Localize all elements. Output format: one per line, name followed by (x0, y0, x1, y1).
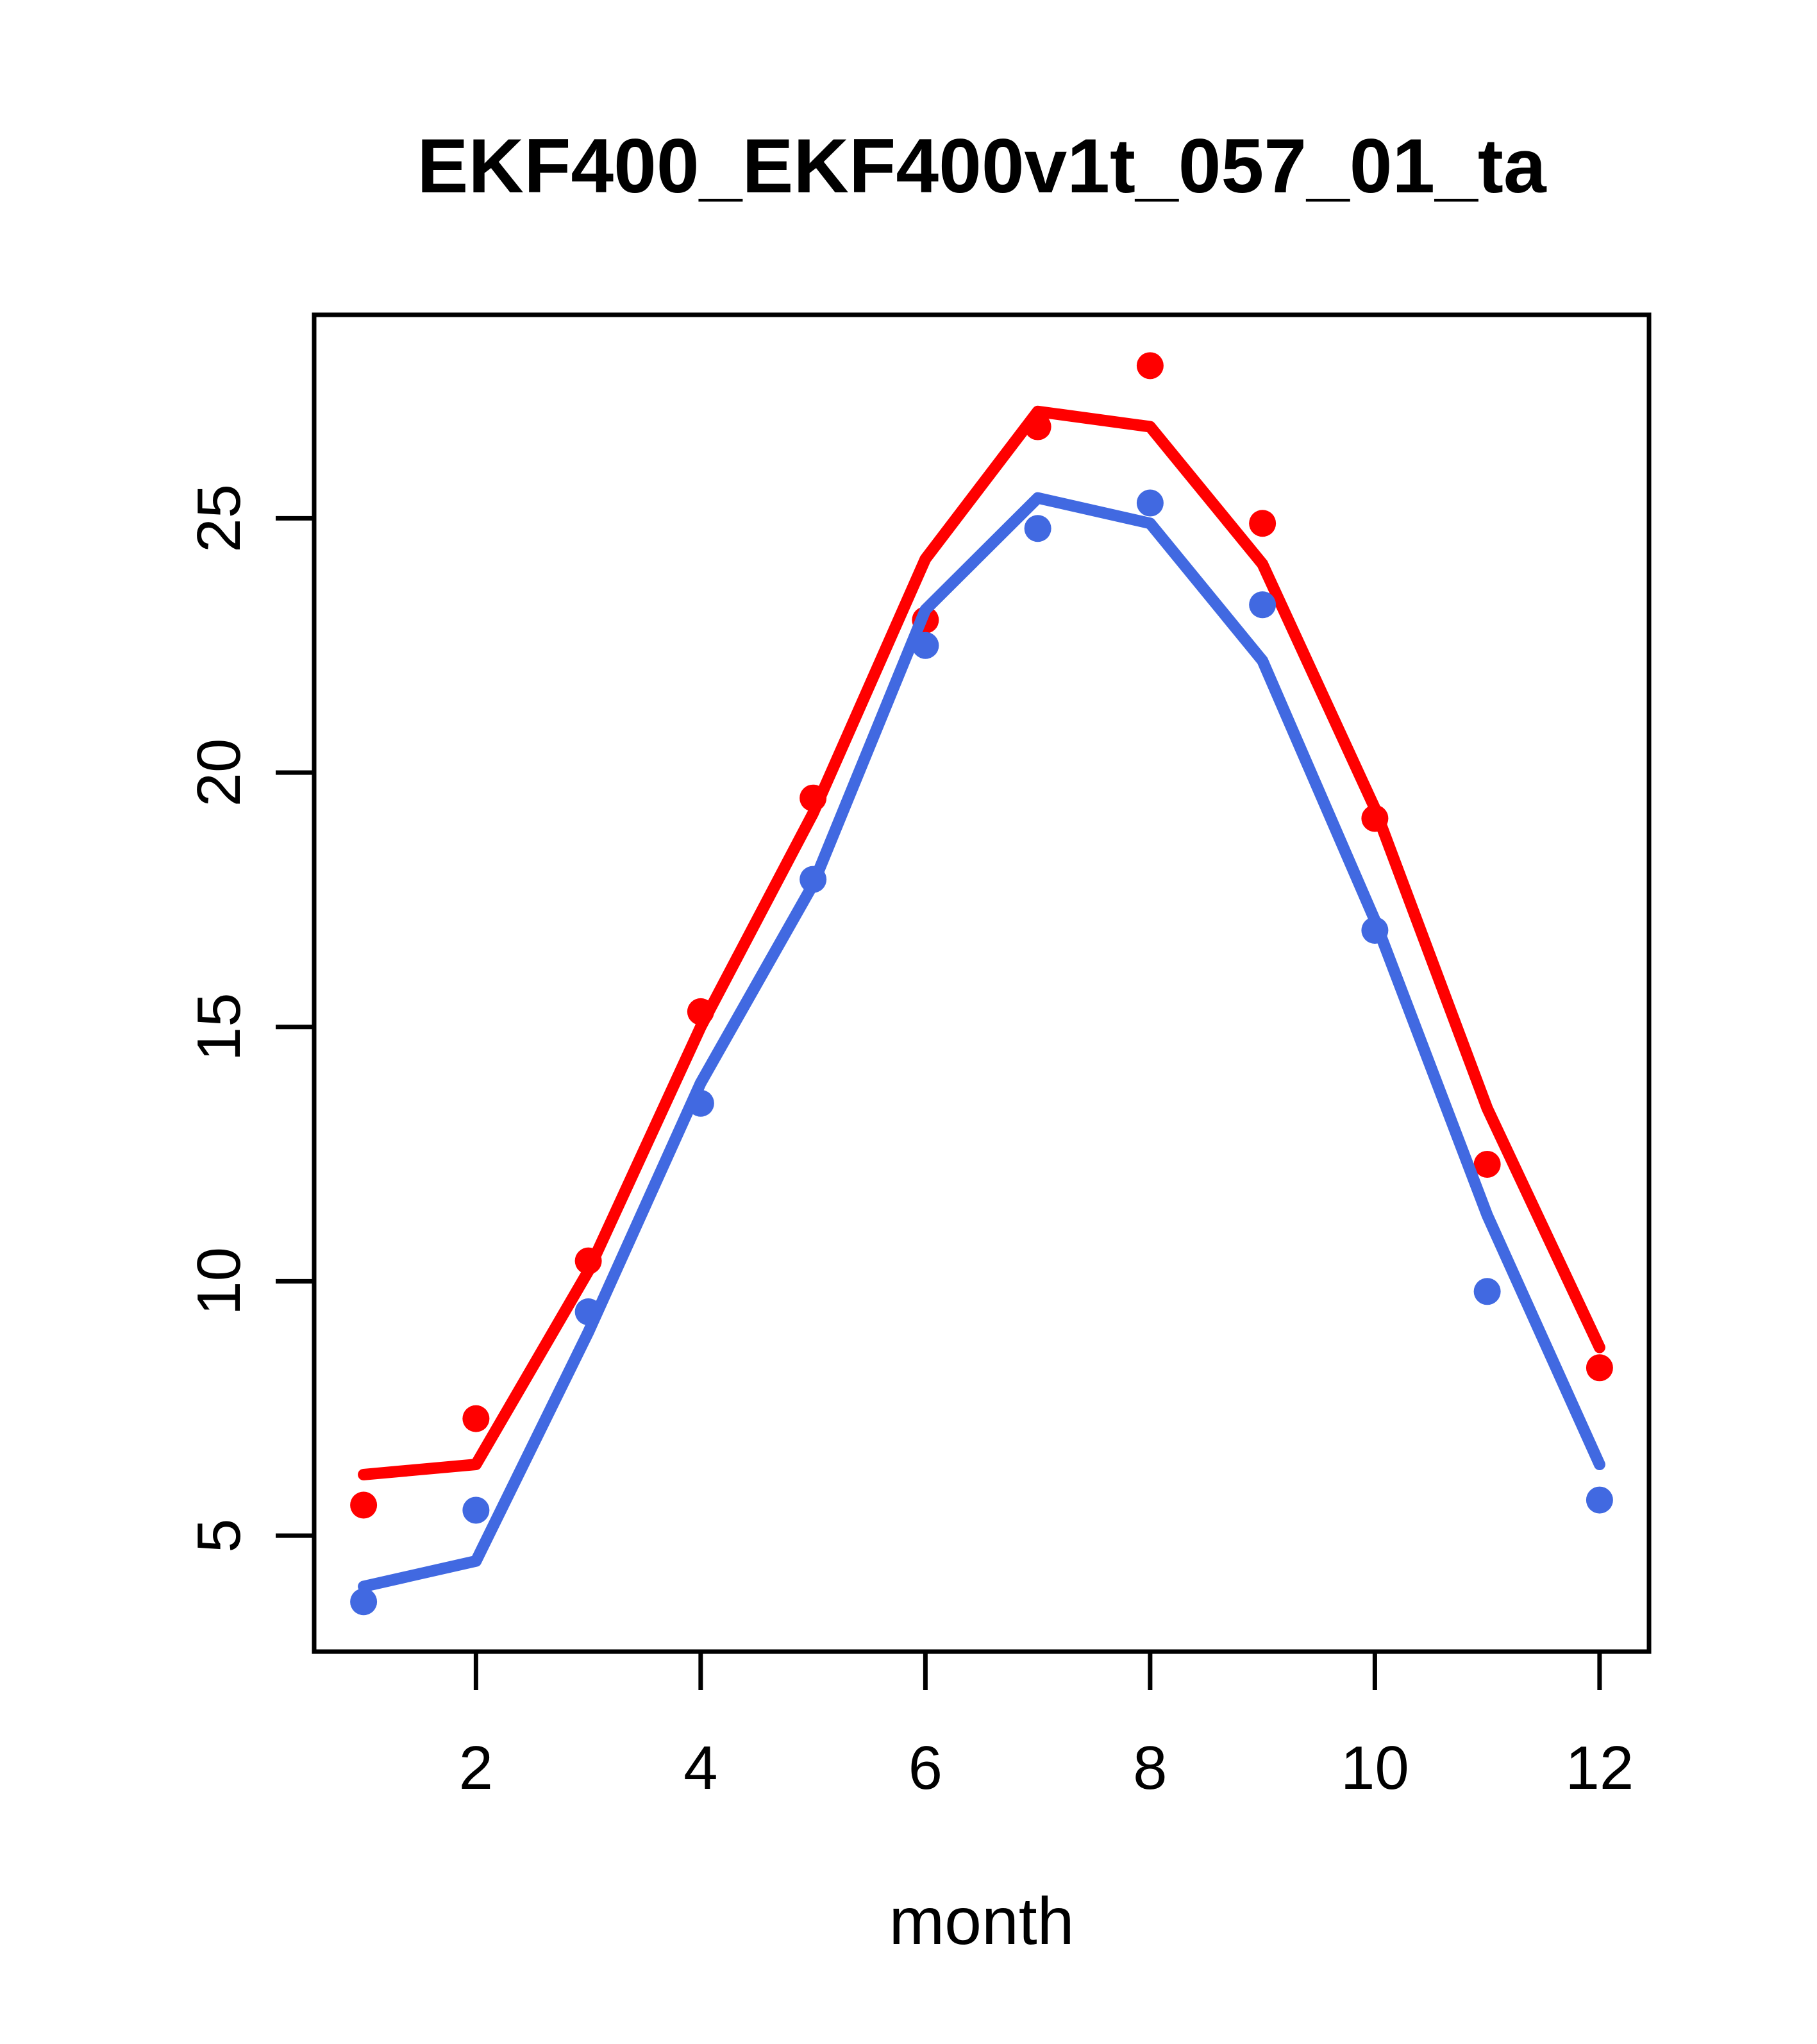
y-tick-label: 20 (185, 739, 253, 807)
plot-title: EKF400_EKF400v1t_057_01_ta (417, 123, 1546, 209)
x-tick-label: 10 (1341, 1734, 1409, 1802)
y-axis: 5 10 15 20 25 (185, 484, 314, 1553)
x-tick-label: 4 (683, 1734, 717, 1802)
red-line-series (358, 405, 1605, 1480)
data-point (912, 632, 939, 659)
data-point (574, 1298, 602, 1326)
data-point (1473, 1278, 1501, 1305)
data-point (1249, 510, 1277, 537)
data-point (574, 1247, 602, 1275)
data-point (350, 1588, 378, 1616)
data-point (687, 1089, 714, 1117)
x-axis: 2 4 6 8 10 12 (459, 1652, 1634, 1802)
red-points-series (350, 352, 1613, 1519)
data-point (1586, 1486, 1613, 1514)
data-point (800, 866, 827, 893)
data-point (1024, 413, 1051, 440)
data-point (1361, 805, 1389, 832)
data-point (350, 1491, 378, 1519)
x-tick-label: 8 (1133, 1734, 1167, 1802)
data-point (687, 998, 714, 1025)
data-point (1024, 515, 1051, 542)
data-point (462, 1405, 490, 1432)
plot-border (312, 312, 1652, 1654)
x-axis-label: month (889, 1884, 1074, 1959)
data-point (1361, 916, 1389, 944)
plot-area (350, 352, 1613, 1616)
y-tick-label: 10 (185, 1247, 253, 1316)
y-tick-label: 25 (185, 484, 253, 553)
x-tick-label: 12 (1565, 1734, 1634, 1802)
blue-line-series (358, 492, 1605, 1593)
y-tick-label: 15 (185, 993, 253, 1061)
data-point (1249, 591, 1277, 619)
data-point (462, 1496, 490, 1524)
data-point (1473, 1150, 1501, 1178)
x-tick-label: 2 (459, 1734, 493, 1802)
data-point (1586, 1354, 1613, 1382)
x-tick-label: 6 (908, 1734, 942, 1802)
data-point (1136, 352, 1164, 380)
data-point (1136, 489, 1164, 517)
data-point (800, 784, 827, 812)
y-tick-label: 5 (185, 1518, 253, 1552)
blue-points-series (350, 489, 1613, 1616)
